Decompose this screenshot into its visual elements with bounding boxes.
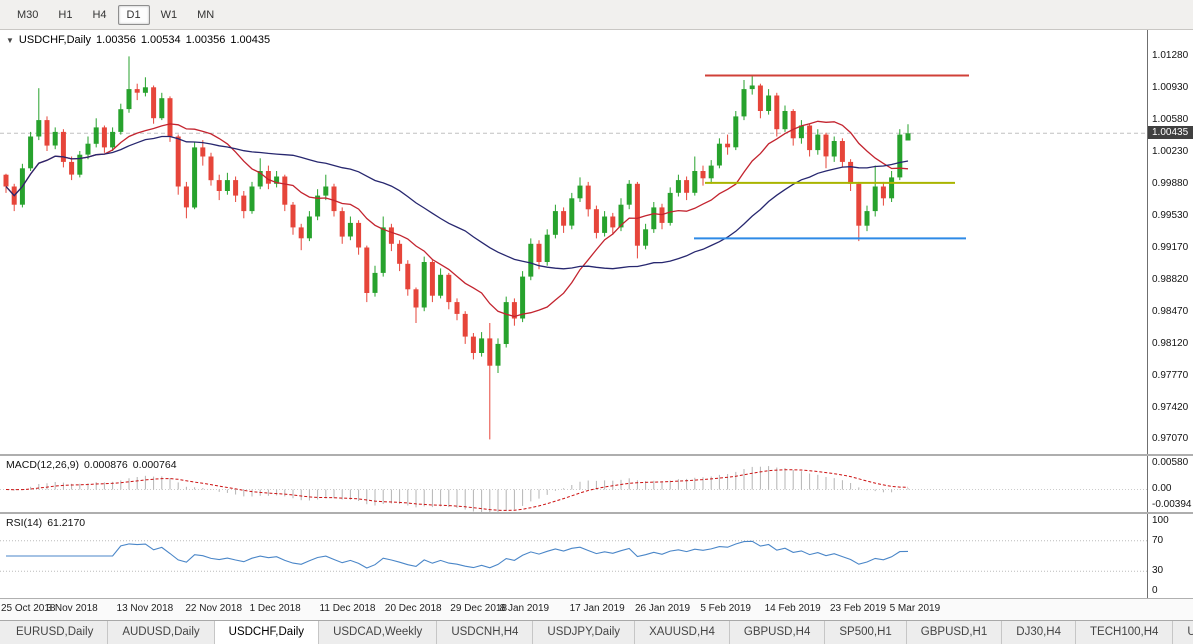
rsi-name: RSI(14) [6, 517, 43, 529]
price-axis-tick: 0.98470 [1152, 306, 1189, 318]
ohlc-high: 1.00534 [140, 34, 181, 46]
timeframe-button-d1[interactable]: D1 [117, 4, 150, 25]
chart-tab-bar: EURUSD,Daily AUDUSD,Daily USDCHF,Daily USDC… [0, 620, 1193, 644]
rsi-panel: RSI(14) 61.2170 100 70 30 0 [0, 514, 1193, 598]
panel-separator[interactable] [0, 454, 1193, 456]
rsi-axis[interactable]: 100 70 30 0 [1147, 514, 1193, 598]
chart-tab-usdcnh-h4[interactable]: USDCNH,H4 [437, 621, 534, 644]
main-chart-panel: ▼ USDCHF,Daily 1.00356 1.00534 1.00356 1.0043… [0, 30, 1193, 454]
macd-name: MACD(12,26,9) [6, 459, 79, 471]
chart-tab-gbpusd-h4[interactable]: GBPUSD,H4 [730, 621, 826, 644]
time-axis-label: 22 Nov 2018 [185, 603, 243, 614]
price-axis-tick: 1.00580 [1152, 114, 1189, 126]
timeframe-button-h1[interactable]: H1 [58, 8, 73, 21]
timeframe-toolbar: M30 H1 H4 D1 W1 MN [0, 0, 1193, 30]
macd-value-signal: 0.000764 [132, 459, 177, 471]
timeframe-button-h4[interactable]: H4 [92, 8, 107, 21]
time-axis-label: 29 Dec 2018 [450, 603, 508, 614]
macd-value-main: 0.000876 [83, 459, 128, 471]
price-axis[interactable]: 1.00435 1.01280 1.00930 1.00580 1.00230 0.99… [1147, 30, 1193, 454]
ohlc-low: 1.00356 [185, 34, 226, 46]
chart-tab-gbpusd-h1[interactable]: GBPUSD,H1 [907, 621, 1003, 644]
chart-tab-usdchf-daily[interactable]: USDCHF,Daily [214, 621, 320, 644]
chart-tab-sp500-h1[interactable]: SP500,H1 [825, 621, 907, 644]
time-axis-label: 5 Feb 2019 [700, 603, 751, 614]
price-axis-tick: 0.98120 [1152, 337, 1189, 349]
ohlc-close: 1.00435 [230, 34, 271, 46]
time-axis[interactable]: 25 Oct 2018 3 Nov 2018 13 Nov 2018 22 Nov 2… [0, 598, 1193, 620]
timeframe-button-w1[interactable]: W1 [160, 8, 178, 21]
time-axis-label: 13 Nov 2018 [116, 603, 174, 614]
rsi-axis-tick: 70 [1152, 534, 1164, 546]
price-axis-tick: 0.97070 [1152, 433, 1189, 445]
price-axis-tick: 0.99880 [1152, 177, 1189, 189]
rsi-axis-tick: 30 [1152, 565, 1164, 577]
rsi-axis-tick: 0 [1152, 585, 1158, 596]
time-axis-label: 1 Dec 2018 [249, 603, 301, 614]
rsi-value: 61.2170 [47, 517, 86, 529]
time-axis-label: 3 Nov 2018 [46, 603, 98, 614]
time-axis-label: 5 Mar 2019 [889, 603, 941, 614]
chart-tab-usdjpy-daily[interactable]: USDJPY,Daily [533, 621, 636, 644]
time-axis-label: 17 Jan 2019 [569, 603, 625, 614]
time-axis-label: 25 Oct 2018 [1, 603, 56, 614]
chart-tab-ukc[interactable]: UKC [1173, 621, 1193, 644]
macd-label: MACD(12,26,9) 0.000876 0.000764 [6, 459, 182, 471]
time-axis-label: 20 Dec 2018 [384, 603, 442, 614]
price-axis-tick: 0.97770 [1152, 369, 1189, 381]
time-axis-label: 14 Feb 2019 [764, 603, 821, 614]
rsi-chart-canvas[interactable] [0, 514, 1147, 598]
macd-panel: MACD(12,26,9) 0.000876 0.000764 0.00580 0.0… [0, 456, 1193, 512]
panel-separator[interactable] [0, 512, 1193, 514]
timeframe-button-mn[interactable]: MN [197, 8, 215, 21]
macd-axis-tick: 0.00 [1152, 483, 1172, 495]
chart-tab-tech100-h4[interactable]: TECH100,H4 [1076, 621, 1174, 644]
rsi-axis-tick: 100 [1152, 515, 1169, 526]
current-price-badge: 1.00435 [1148, 126, 1193, 140]
time-axis-label: 11 Dec 2018 [319, 603, 376, 614]
price-axis-tick: 0.99170 [1152, 242, 1189, 254]
chart-tab-usdcad-weekly[interactable]: USDCAD,Weekly [319, 621, 438, 644]
price-axis-tick: 1.00230 [1152, 145, 1189, 157]
chart-dropdown-icon[interactable]: ▼ [6, 36, 14, 45]
chart-symbol-line: ▼ USDCHF,Daily 1.00356 1.00534 1.00356 1.0043… [6, 34, 275, 46]
chart-tab-eurusd-daily[interactable]: EURUSD,Daily [2, 621, 109, 644]
time-axis-label: 23 Feb 2019 [829, 603, 887, 614]
macd-chart-canvas[interactable] [0, 456, 1147, 512]
ohlc-open: 1.00356 [96, 34, 136, 46]
price-axis-tick: 0.99530 [1152, 209, 1189, 221]
chart-tab-xauusd-h4[interactable]: XAUUSD,H4 [635, 621, 730, 644]
macd-axis-tick: -0.00394 [1152, 499, 1192, 510]
chart-symbol-label: USDCHF,Daily [18, 34, 92, 46]
time-axis-label: 26 Jan 2019 [634, 603, 691, 614]
candlestick-chart-canvas[interactable] [0, 30, 1147, 454]
price-axis-tick: 1.00930 [1152, 82, 1189, 94]
time-axis-label: 8 Jan 2019 [499, 603, 550, 614]
chart-tab-audusd-daily[interactable]: AUDUSD,Daily [108, 621, 215, 644]
price-axis-tick: 1.01280 [1152, 50, 1189, 62]
price-axis-tick: 0.97420 [1152, 401, 1189, 413]
timeframe-button-m30[interactable]: M30 [17, 8, 39, 21]
macd-axis-tick: 0.00580 [1152, 457, 1189, 468]
rsi-label: RSI(14) 61.2170 [6, 517, 90, 529]
chart-tab-dj30-h4[interactable]: DJ30,H4 [1002, 621, 1077, 644]
macd-axis[interactable]: 0.00580 0.00 -0.00394 [1147, 456, 1193, 512]
price-axis-tick: 0.98820 [1152, 274, 1189, 286]
